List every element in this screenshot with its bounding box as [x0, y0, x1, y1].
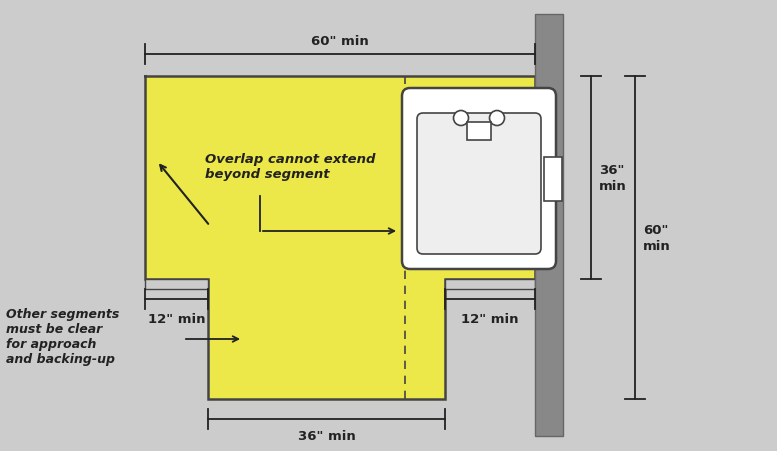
Bar — [467, 123, 491, 141]
Text: 12" min: 12" min — [462, 312, 519, 325]
Text: 12" min: 12" min — [148, 312, 205, 325]
Bar — [544, 157, 562, 201]
Circle shape — [454, 111, 469, 126]
Circle shape — [490, 111, 504, 126]
Text: 60"
min: 60" min — [643, 224, 671, 252]
FancyBboxPatch shape — [417, 114, 541, 254]
Bar — [535, 15, 563, 436]
Text: 36"
min: 36" min — [599, 164, 627, 192]
Bar — [145, 279, 208, 290]
Text: 36" min: 36" min — [298, 429, 355, 442]
FancyBboxPatch shape — [402, 89, 556, 269]
Text: 60" min: 60" min — [311, 35, 369, 48]
Text: Overlap cannot extend
beyond segment: Overlap cannot extend beyond segment — [205, 152, 375, 180]
Text: Other segments
must be clear
for approach
and backing-up: Other segments must be clear for approac… — [6, 307, 120, 365]
Bar — [445, 279, 535, 290]
Polygon shape — [145, 77, 535, 399]
